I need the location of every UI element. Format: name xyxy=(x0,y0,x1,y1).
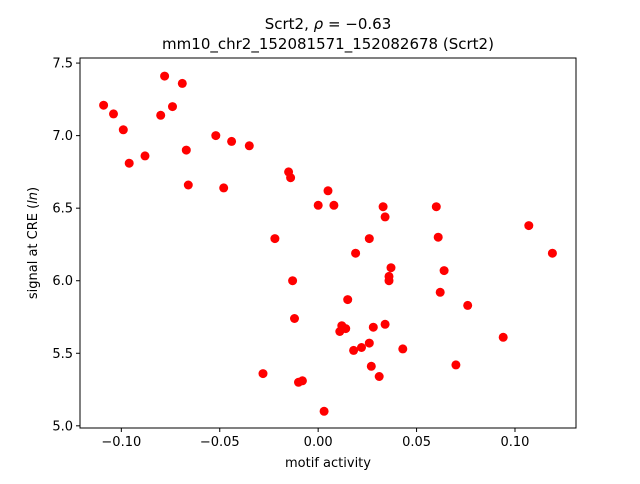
data-point-4 xyxy=(140,151,150,161)
data-point-48 xyxy=(435,287,445,297)
data-point-6 xyxy=(160,71,170,81)
data-point-23 xyxy=(313,200,323,210)
data-point-1 xyxy=(109,109,118,119)
plot-frame xyxy=(79,57,577,429)
y-axis-ticks: 5.0 5.5 6.0 6.5 7.0 7.5 xyxy=(52,57,80,434)
data-point-49 xyxy=(439,266,449,276)
data-point-25 xyxy=(323,186,333,196)
x-tick-label: 0.00 xyxy=(304,435,333,450)
data-point-33 xyxy=(357,343,366,352)
chart-title-line2: mm10_chr2_152081571_152082678 (Scrt2) xyxy=(162,35,494,54)
data-point-43 xyxy=(384,271,394,281)
data-point-19 xyxy=(288,276,298,286)
x-tick-label: 0.05 xyxy=(402,435,431,450)
data-point-51 xyxy=(463,300,473,310)
data-point-31 xyxy=(349,345,359,355)
data-point-16 xyxy=(270,234,280,244)
data-point-18 xyxy=(286,173,296,183)
data-point-12 xyxy=(219,183,229,193)
x-tick-label: −0.10 xyxy=(101,435,141,450)
data-point-38 xyxy=(374,372,384,381)
chart-title-line1: Scrt2, ρ = −0.63 xyxy=(265,15,392,33)
data-point-41 xyxy=(380,319,390,329)
data-point-46 xyxy=(431,202,441,212)
y-tick-label: 5.0 xyxy=(52,419,73,434)
x-axis-ticks: −0.10 −0.05 0.00 0.05 0.10 xyxy=(101,428,529,450)
data-point-29 xyxy=(341,324,351,334)
data-point-39 xyxy=(378,202,388,212)
y-axis-label: signal at CRE (ln) xyxy=(26,187,41,299)
y-tick-label: 6.5 xyxy=(52,202,73,217)
data-point-7 xyxy=(168,102,177,112)
y-tick-label: 7.5 xyxy=(52,57,73,72)
data-point-14 xyxy=(244,141,254,151)
data-point-47 xyxy=(433,232,443,242)
data-point-11 xyxy=(211,131,221,141)
data-point-45 xyxy=(398,344,408,354)
data-point-34 xyxy=(364,338,374,348)
data-point-36 xyxy=(366,361,376,371)
data-point-13 xyxy=(227,136,237,146)
data-point-22 xyxy=(297,376,307,386)
data-point-35 xyxy=(364,234,374,244)
y-tick-label: 6.0 xyxy=(52,274,73,289)
scatter-points xyxy=(99,71,557,416)
data-point-20 xyxy=(290,314,299,323)
y-tick-label: 5.5 xyxy=(52,347,73,362)
x-tick-label: 0.10 xyxy=(501,435,530,450)
x-axis-label: motif activity xyxy=(285,456,371,471)
data-point-40 xyxy=(380,212,390,222)
data-point-0 xyxy=(99,100,109,110)
data-point-3 xyxy=(124,158,134,168)
data-point-32 xyxy=(351,248,361,258)
data-point-10 xyxy=(183,180,193,190)
data-point-54 xyxy=(547,248,557,258)
title-rho-symbol: ρ xyxy=(314,15,324,33)
data-point-50 xyxy=(451,360,461,370)
data-point-52 xyxy=(498,332,508,342)
x-tick-label: −0.05 xyxy=(200,435,240,450)
data-point-26 xyxy=(329,200,339,210)
data-point-53 xyxy=(524,221,534,231)
data-point-30 xyxy=(343,295,353,305)
data-point-37 xyxy=(368,322,378,332)
data-point-24 xyxy=(319,406,329,416)
data-point-5 xyxy=(156,110,166,120)
data-point-9 xyxy=(181,145,191,155)
data-point-2 xyxy=(118,125,128,135)
data-point-8 xyxy=(177,78,187,88)
data-point-15 xyxy=(258,369,268,379)
y-tick-label: 7.0 xyxy=(52,129,73,144)
data-point-44 xyxy=(386,263,396,273)
